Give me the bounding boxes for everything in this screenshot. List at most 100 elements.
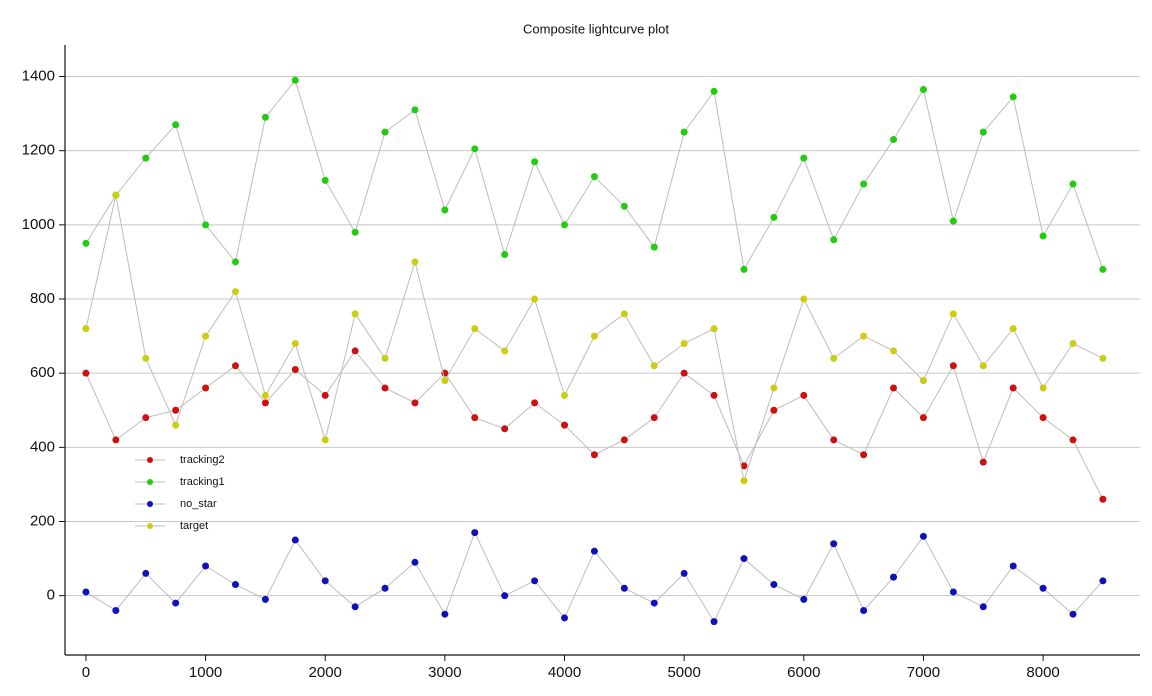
data-point (919, 85, 927, 93)
data-point (261, 391, 269, 399)
x-tick-label: 3000 (428, 664, 461, 681)
data-point (740, 265, 748, 273)
data-point (650, 243, 658, 251)
data-point (381, 584, 389, 592)
data-point (740, 477, 748, 485)
x-tick-label: 7000 (907, 664, 940, 681)
data-point (949, 588, 957, 596)
data-point (800, 295, 808, 303)
data-point (202, 332, 210, 340)
data-point (1099, 265, 1107, 273)
data-point (202, 384, 210, 392)
data-point (501, 425, 509, 433)
y-tick-label: 0 (47, 587, 55, 604)
data-point (680, 340, 688, 348)
data-point (710, 325, 718, 333)
data-point (471, 529, 479, 537)
data-point (531, 399, 539, 407)
data-point (860, 332, 868, 340)
y-tick-label: 400 (30, 438, 55, 455)
data-point (531, 295, 539, 303)
data-point (261, 399, 269, 407)
data-point (351, 310, 359, 318)
legend-marker (147, 457, 153, 463)
data-point (1069, 610, 1077, 618)
data-point (650, 414, 658, 422)
data-point (919, 414, 927, 422)
data-point (501, 251, 509, 259)
data-point (710, 618, 718, 626)
data-point (231, 258, 239, 266)
data-point (830, 236, 838, 244)
data-point (680, 569, 688, 577)
data-point (860, 607, 868, 615)
data-point (381, 384, 389, 392)
data-point (860, 180, 868, 188)
legend-marker (147, 523, 153, 529)
legend-label: no_star (180, 498, 217, 510)
data-point (561, 614, 569, 622)
data-point (261, 595, 269, 603)
y-tick-label: 200 (30, 512, 55, 529)
data-point (381, 128, 389, 136)
data-point (351, 347, 359, 355)
data-point (501, 592, 509, 600)
data-point (441, 206, 449, 214)
data-point (142, 354, 150, 362)
data-point (291, 536, 299, 544)
data-point (1009, 325, 1017, 333)
data-point (1069, 340, 1077, 348)
legend-marker (147, 479, 153, 485)
y-tick-label: 1000 (22, 216, 55, 233)
data-point (531, 158, 539, 166)
data-point (82, 325, 90, 333)
data-point (82, 369, 90, 377)
data-point (979, 128, 987, 136)
data-point (1069, 180, 1077, 188)
data-point (291, 365, 299, 373)
data-point (1039, 584, 1047, 592)
data-point (321, 577, 329, 585)
data-point (411, 399, 419, 407)
data-point (291, 340, 299, 348)
data-point (590, 332, 598, 340)
data-point (979, 362, 987, 370)
y-tick-label: 1400 (22, 67, 55, 84)
data-point (770, 384, 778, 392)
data-point (1009, 93, 1017, 101)
data-point (770, 581, 778, 589)
data-point (590, 173, 598, 181)
x-tick-label: 5000 (667, 664, 700, 681)
legend-marker (147, 501, 153, 507)
axes: 0 200 400 600 800 1000 1200 1400 0 1000 2000 3000 40… (22, 45, 1140, 681)
data-point (680, 369, 688, 377)
data-point (1009, 384, 1017, 392)
data-point (800, 595, 808, 603)
data-point (1099, 495, 1107, 503)
data-point (411, 106, 419, 114)
data-point (381, 354, 389, 362)
data-point (441, 610, 449, 618)
data-point (561, 391, 569, 399)
data-point (351, 603, 359, 611)
x-tick-label: 8000 (1026, 664, 1059, 681)
data-point (830, 436, 838, 444)
data-point (919, 377, 927, 385)
data-point (471, 325, 479, 333)
legend-label: tracking2 (180, 454, 225, 466)
data-point (441, 377, 449, 385)
data-point (1009, 562, 1017, 570)
y-tick-label: 1200 (22, 142, 55, 159)
data-point (650, 362, 658, 370)
legend-label: tracking1 (180, 476, 225, 488)
data-point (142, 154, 150, 162)
data-point (142, 569, 150, 577)
data-point (501, 347, 509, 355)
data-point (890, 347, 898, 355)
data-point (1039, 384, 1047, 392)
data-point (202, 221, 210, 229)
data-point (351, 228, 359, 236)
